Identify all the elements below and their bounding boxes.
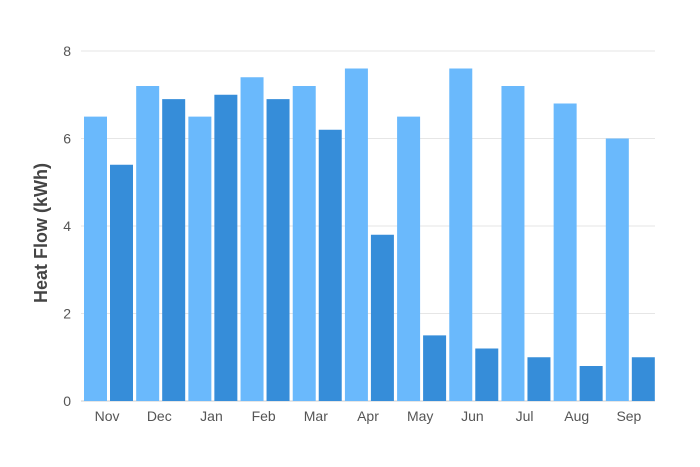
x-tick-label: Apr <box>357 408 379 424</box>
bar-may-series-2 <box>423 335 447 401</box>
x-tick-label: Mar <box>304 408 328 424</box>
x-tick-label: Feb <box>252 408 276 424</box>
x-tick-label: Aug <box>564 408 589 424</box>
bar-apr-series-1 <box>344 68 368 401</box>
bar-jan-series-1 <box>188 116 212 401</box>
x-tick-label: May <box>407 408 433 424</box>
bar-feb-series-1 <box>240 77 264 401</box>
x-tick-label: Sep <box>616 408 641 424</box>
bar-jun-series-1 <box>449 68 473 401</box>
bar-aug-series-2 <box>579 366 603 401</box>
bar-apr-series-2 <box>370 234 394 401</box>
y-tick-label: 0 <box>63 393 71 409</box>
bar-nov-series-1 <box>84 116 107 401</box>
bar-sep-series-1 <box>605 138 629 401</box>
y-tick-label: 8 <box>63 43 71 59</box>
y-axis-title: Heat Flow (kWh) <box>31 163 51 303</box>
bar-jan-series-2 <box>214 94 238 401</box>
bar-may-series-1 <box>397 116 421 401</box>
y-axis-ticks: 0 2 4 6 8 <box>63 43 71 409</box>
bar-dec-series-2 <box>162 99 186 401</box>
bars <box>84 68 655 401</box>
x-tick-label: Dec <box>147 408 172 424</box>
x-tick-label: Jul <box>516 408 534 424</box>
bar-jul-series-2 <box>527 357 551 401</box>
y-tick-label: 4 <box>63 218 71 234</box>
bar-nov-series-2 <box>110 164 133 401</box>
bar-aug-series-1 <box>553 103 577 401</box>
x-tick-label: Jan <box>200 408 223 424</box>
x-tick-label: Jun <box>461 408 484 424</box>
bar-mar-series-2 <box>318 129 342 401</box>
bar-jul-series-1 <box>501 86 525 401</box>
bar-dec-series-1 <box>136 86 160 401</box>
x-axis-ticks: Nov Dec Jan Feb Mar Apr May Jun Jul Aug Sep <box>95 408 642 424</box>
y-tick-label: 2 <box>63 306 71 322</box>
bar-jun-series-2 <box>475 348 499 401</box>
bar-mar-series-1 <box>292 86 316 401</box>
bar-feb-series-2 <box>266 99 290 401</box>
bar-sep-series-2 <box>631 357 655 401</box>
y-tick-label: 6 <box>63 131 71 147</box>
x-tick-label: Nov <box>95 408 120 424</box>
